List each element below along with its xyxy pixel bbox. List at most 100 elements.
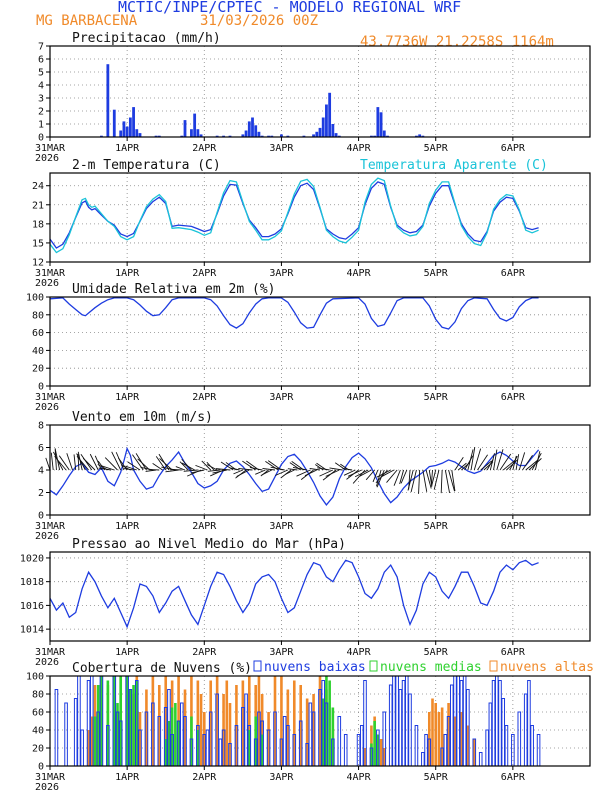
wind-arrow [183,469,198,472]
wind-arrow [393,469,401,486]
cloud-bar-high [460,712,463,766]
y-tick-label: 0 [38,762,44,773]
wind-arrow [433,469,440,490]
cloud-bar-low [424,734,428,767]
precip-bar [379,112,383,137]
y-tick-label: 3 [38,94,44,105]
cloud-bar-low [478,752,483,767]
wind-arrow [502,459,517,471]
x-tick-label: 1APR [115,772,140,783]
precip-bar [386,135,389,137]
precip-bar [100,135,103,137]
cloud-bar-mid [167,721,171,766]
wind-arrow [512,455,517,471]
cloud-bar-high [260,694,264,766]
cloud-bar-high [157,685,161,766]
cloud-bar-high [225,680,229,766]
cloud-bar-low [414,725,419,767]
cloud-bar-low [401,680,406,767]
wind-arrow [58,455,70,471]
cloud-bar-low [179,702,184,767]
wind-arrow [418,469,421,494]
y-tick-label: 2 [38,107,44,118]
panel-6: 0 20 40 60 80 100 31MAR 1APR 2APR 3APR 4APR 5APR 6AP… [26,660,594,792]
x-year-label: 2026 [35,531,59,542]
wind-arrow [493,449,498,471]
y-tick-label: 4 [38,81,44,92]
y-tick-label: 1014 [20,625,44,636]
precip-bar [119,130,123,137]
y-tick-label: 0 [38,382,44,393]
x-tick-label: 4APR [347,521,372,532]
y-tick-label: 80 [32,690,44,701]
wind-arrow [343,469,356,476]
precip-bar [267,135,270,137]
y-tick-label: 6 [38,55,44,66]
wind-arrow [89,453,99,471]
wind-arrow [365,469,375,481]
wind-arrow [54,449,57,471]
y-tick-label: 100 [26,293,44,304]
wind-arrow [329,467,343,471]
wind-arrow [230,467,240,471]
cloud-bar-high [453,716,457,766]
y-tick-label: 40 [32,726,44,737]
cloud-bar-high [196,680,200,766]
cloud-bar-low [504,725,509,767]
x-tick-label: 4APR [347,647,372,658]
station-coordinates: 43.7736W 21.2258S 1164m [360,34,554,50]
y-tick-label: 1018 [20,577,44,588]
wind-arrow [425,469,432,489]
cloud-bar-mid [325,676,328,766]
wind-arrow [454,457,464,471]
x-tick-label: 6APR [501,392,526,403]
panel-title: Precipitacao (mm/h) [72,31,221,46]
cloud-bar-mid [331,707,335,766]
cloud-bar-high [145,689,148,766]
x-year-label: 2026 [35,402,59,413]
wind-arrow [515,454,520,471]
wind-arrow [190,469,205,474]
cloud-bar-low [443,734,448,767]
x-tick-label: 4APR [347,143,372,154]
cloud-bar-low [282,716,287,767]
x-tick-label: 3APR [269,647,294,658]
wind-arrow [376,469,391,478]
wind-arrow [152,462,163,471]
cloud-bar-high [228,703,232,766]
cloud-bar-low [523,693,528,767]
panel-4: 0 2 4 6 8 31MAR 1APR 2APR 3APR 4APR 5APR 6APR 2026 Ve… [35,410,591,542]
wind-arrow [215,468,231,471]
precip-bar [199,134,203,137]
wind-arrow [448,469,455,492]
wind-arrow [480,460,492,471]
wind-arrow [473,448,482,471]
panel-title: 2-m Temperatura (C) [72,158,221,173]
wind-arrow [137,458,150,471]
precip-bar [222,135,225,137]
wind-arrow [444,469,450,494]
cloud-bar-low [398,689,403,767]
precip-bar [331,124,335,137]
y-tick-label: 6 [38,443,44,454]
precip-bar [302,135,306,137]
panel-1: 0 1 2 3 4 5 6 7 31MAR 1APR 2APR 3APR 4APR 5APR 6APR 202… [35,31,591,164]
cloud-bar-low [517,711,522,767]
wind-arrow [212,469,227,474]
cloud-bar-high [164,676,168,766]
cloud-bar-high [440,707,444,766]
wind-arrow [145,469,157,472]
precip-bar [270,135,274,137]
x-tick-label: 3APR [269,143,294,154]
wind-arrow [386,469,398,483]
series-line-1 [49,297,539,330]
cloud-bar-mid [376,734,380,766]
header-title: MCTIC/INPE/CPTEC - MODELO REGIONAL WRF [118,0,461,16]
precip-bar [415,135,418,137]
cloud-bar-low [73,698,78,767]
wind-arrow [496,449,504,471]
precip-bar [334,133,338,137]
cloud-bar-low [395,675,399,767]
wind-arrow [319,469,334,477]
wind-arrow [165,469,179,473]
